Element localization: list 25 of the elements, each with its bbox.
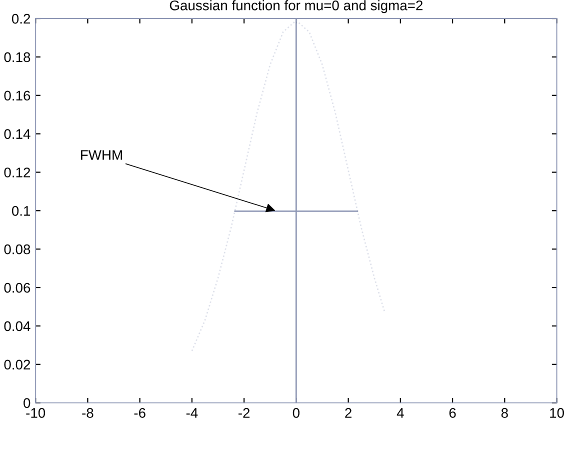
x-tick-label: 8 (501, 408, 508, 418)
annotation: FWHM (81, 150, 122, 160)
y-tick-label: 0.02 (4, 360, 30, 370)
x-tick-label: 6 (449, 408, 456, 418)
y-tick-label: 0 (24, 398, 30, 408)
x-tick-label: 2 (345, 408, 352, 418)
x-tick-label: -8 (82, 408, 94, 418)
y-tick-label: 0.04 (4, 321, 30, 332)
x-tick-label: 10 (550, 408, 564, 418)
x-tick-label: -4 (186, 408, 198, 418)
x-tick-label: 0 (292, 408, 300, 418)
chart-title: Gaussian function for mu=0 and sigma=2 (170, 0, 422, 14)
y-tick-label: 0.14 (4, 129, 30, 139)
x-tick-label: -10 (26, 408, 46, 418)
y-tick-label: 0.12 (4, 168, 30, 178)
y-tick-label: 0.06 (4, 282, 30, 293)
y-tick-label: 0.2 (12, 14, 30, 24)
x-tick-label: -2 (238, 408, 250, 418)
line-series (191, 20, 386, 352)
y-tick-label: 0.16 (4, 90, 30, 101)
y-tick-label: 0.08 (4, 244, 30, 254)
x-tick-label: 4 (396, 408, 404, 418)
x-tick-label: -6 (134, 408, 146, 418)
y-tick-label: 0.18 (4, 52, 30, 62)
y-tick-label: 0.1 (12, 206, 30, 216)
